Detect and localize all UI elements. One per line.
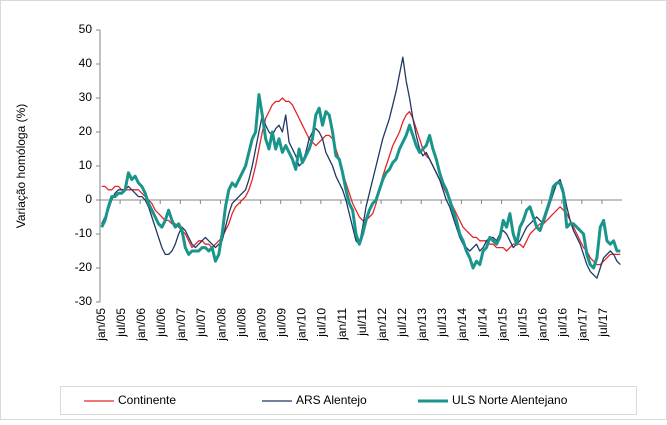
x-tick-label: jan/10 [295, 308, 309, 342]
x-tick-label: jan/14 [455, 308, 469, 342]
x-tick-label: jan/12 [375, 308, 389, 342]
legend-label: ULS Norte Alentejano [452, 393, 568, 407]
legend-label: ARS Alentejo [296, 393, 367, 407]
legend-label: Continente [118, 393, 176, 407]
x-tick-label: jul/09 [275, 308, 289, 338]
series-line [100, 93, 621, 270]
x-tick-label: jan/08 [214, 308, 228, 342]
x-tick-label: jul/07 [194, 308, 208, 338]
y-tick-label: 30 [79, 90, 93, 104]
x-tick-label: jan/06 [134, 308, 148, 342]
x-tick-label: jul/14 [475, 308, 489, 338]
y-tick-label: 10 [79, 158, 93, 172]
x-tick-label: jul/16 [556, 308, 570, 338]
x-tick-label: jul/15 [515, 308, 529, 338]
x-tick-label: jan/05 [94, 308, 108, 342]
x-tick-label: jan/17 [576, 308, 590, 342]
x-tick-label: jul/05 [114, 308, 128, 338]
x-tick-label: jul/06 [154, 308, 168, 338]
x-tick-label: jan/11 [335, 308, 349, 341]
y-tick-label: -20 [75, 260, 93, 274]
x-tick-label: jan/07 [174, 308, 188, 342]
x-tick-label: jan/16 [536, 308, 550, 342]
y-tick-label: -30 [75, 294, 93, 308]
x-tick-label: jul/17 [596, 308, 610, 338]
y-tick-label: -10 [75, 226, 93, 240]
y-tick-label: 50 [79, 22, 93, 36]
x-tick-label: jul/12 [395, 308, 409, 338]
series-line [101, 97, 621, 266]
x-tick-label: jan/09 [254, 308, 268, 342]
x-tick-label: jul/08 [234, 308, 248, 338]
y-axis-title: Variação homóloga (%) [14, 104, 28, 229]
y-tick-label: 0 [85, 192, 92, 206]
y-tick-label: 40 [79, 56, 93, 70]
x-tick-label: jul/11 [355, 308, 369, 337]
legend-box [60, 386, 637, 415]
x-tick-label: jul/13 [435, 308, 449, 338]
y-tick-label: 20 [79, 124, 93, 138]
x-tick-label: jan/13 [415, 308, 429, 342]
x-tick-label: jan/15 [495, 308, 509, 342]
x-tick-label: jul/10 [315, 308, 329, 338]
